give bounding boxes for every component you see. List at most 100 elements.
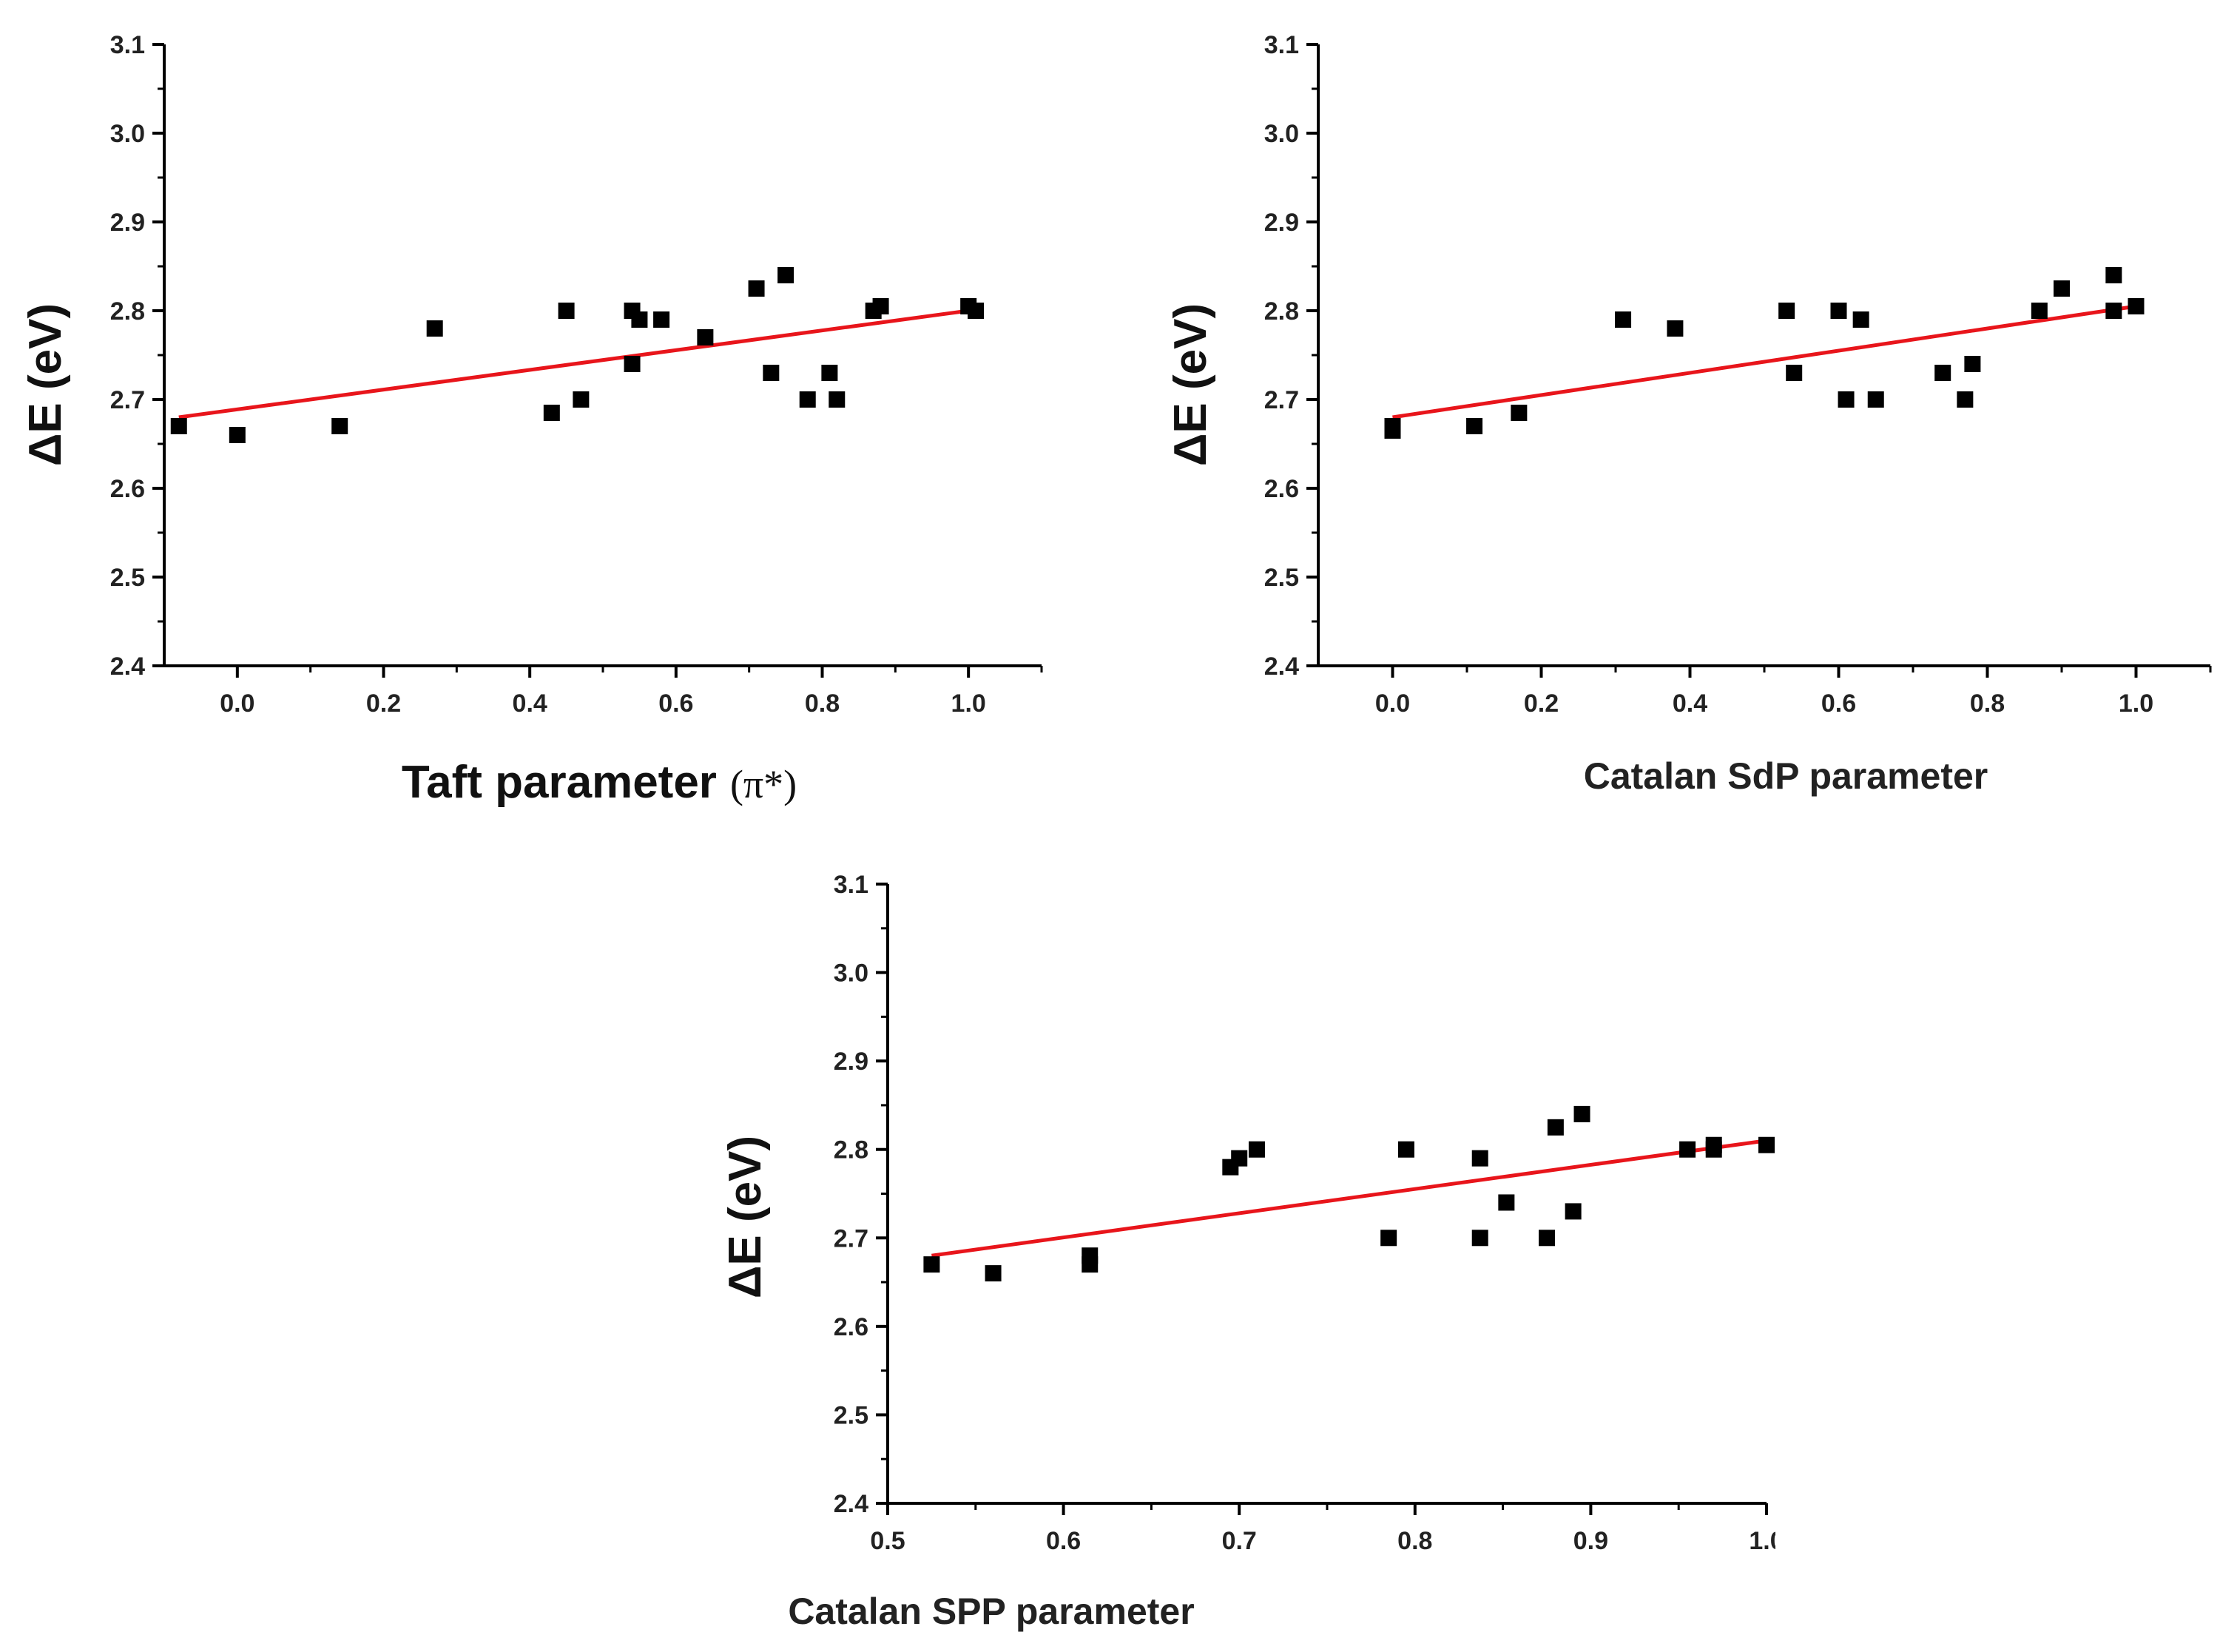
data-point: [229, 427, 246, 443]
x-tick-label: 0.0: [220, 690, 254, 718]
x-tick-label: 0.6: [658, 690, 693, 718]
data-point: [1830, 303, 1847, 319]
data-point: [631, 311, 648, 328]
data-point: [1852, 311, 1869, 328]
y-tick-label: 2.5: [834, 1401, 868, 1429]
y-axis-label: ΔE (eV): [1165, 303, 1216, 466]
x-axis-label: Catalan SdP parameter: [1584, 755, 1988, 797]
fit-line-group: [1392, 304, 2136, 419]
data-point: [1511, 405, 1528, 421]
data-point: [1867, 391, 1884, 408]
x-tick-label: 1.0: [1749, 1527, 1775, 1555]
data-point: [1082, 1247, 1099, 1264]
data-point: [2054, 280, 2070, 297]
data-point: [1384, 418, 1401, 434]
data-point: [2105, 267, 2122, 283]
y-tick-label: 2.7: [1264, 386, 1299, 414]
y-tick-label: 2.9: [1264, 209, 1299, 237]
x-tick-label: 0.4: [1673, 690, 1707, 718]
y-tick-label: 2.8: [834, 1136, 868, 1164]
y-tick-label: 2.7: [110, 386, 145, 414]
data-point: [777, 267, 794, 283]
data-point: [1380, 1230, 1397, 1247]
y-tick-label: 3.1: [110, 31, 145, 59]
data-point: [1498, 1194, 1515, 1211]
x-tick-label: 0.6: [1821, 690, 1856, 718]
axes: 2.4 2.5 2.6 2.7 2.8 2.9 3.0 3.1 0.0 0.2 0.4 0.6 0.8 1…: [110, 31, 1043, 718]
data-point: [170, 418, 187, 434]
y-tick-label: 2.5: [110, 564, 145, 592]
data-point: [426, 320, 443, 337]
data-point: [799, 391, 816, 408]
y-tick-label: 3.0: [110, 120, 145, 148]
data-point: [1705, 1136, 1722, 1153]
data-point: [1786, 365, 1803, 381]
y-tick-label: 3.0: [1264, 120, 1299, 148]
data-point: [1964, 356, 1981, 372]
y-tick-label: 2.6: [1264, 475, 1299, 503]
y-tick-label: 2.8: [1264, 297, 1299, 326]
x-tick-label: 0.8: [1397, 1527, 1432, 1555]
x-tick-label: 0.2: [1524, 690, 1559, 718]
chart-taft: 2.4 2.5 2.6 2.7 2.8 2.9 3.0 3.1 0.0 0.2 0.4 0.6 0.8 1…: [0, 0, 1110, 836]
data-point: [1667, 320, 1684, 337]
data-point: [1231, 1150, 1248, 1167]
y-tick-label: 3.1: [1264, 31, 1299, 59]
y-tick-label: 2.6: [834, 1313, 868, 1341]
data-point: [1615, 311, 1632, 328]
data-point: [829, 391, 846, 408]
chart-taft-svg: 2.4 2.5 2.6 2.7 2.8 2.9 3.0 3.1 0.0 0.2 0.4 0.6 0.8 1…: [20, 31, 1043, 808]
x-tick-label: 0.6: [1046, 1527, 1081, 1555]
x-tick-label: 0.4: [513, 690, 547, 718]
x-tick-label: 0.0: [1375, 690, 1410, 718]
chart-catalan-spp-svg: 2.4 2.5 2.6 2.7 2.8 2.9 3.0 3.1 0.5 0.6 0.7 0.8 0.9 1…: [720, 871, 1775, 1632]
fit-line: [1392, 304, 2136, 419]
y-axis-label: ΔE (eV): [20, 303, 71, 466]
data-point: [543, 405, 560, 421]
data-point: [1957, 391, 1974, 408]
axes: 2.4 2.5 2.6 2.7 2.8 2.9 3.0 3.1 0.5 0.6 0.7 0.8 0.9 1…: [834, 871, 1775, 1555]
fit-line: [178, 309, 969, 419]
y-tick-label: 3.0: [834, 960, 868, 988]
y-tick-label: 2.9: [110, 209, 145, 237]
fit-line-group: [931, 1139, 1767, 1258]
data-point: [2105, 303, 2122, 319]
x-tick-label: 0.9: [1573, 1527, 1608, 1555]
x-tick-label: 1.0: [951, 690, 986, 718]
points-group: [1384, 267, 2145, 439]
data-point: [1466, 418, 1483, 434]
x-axis-label-main: Taft parameter: [402, 757, 717, 808]
x-tick-label: 0.8: [805, 690, 840, 718]
points-group: [170, 267, 985, 443]
data-point: [1934, 365, 1951, 381]
y-tick-label: 3.1: [834, 871, 868, 899]
x-axis-label: Taft parameter (π*): [402, 757, 797, 808]
points-group: [923, 1105, 1775, 1282]
x-tick-label: 0.8: [1970, 690, 2005, 718]
data-point: [1471, 1230, 1488, 1247]
data-point: [697, 329, 714, 345]
data-point: [624, 356, 641, 372]
chart-catalan-sdp-svg: 2.4 2.5 2.6 2.7 2.8 2.9 3.0 3.1 0.0 0.2 0.4 0.6 0.8 1…: [1165, 31, 2212, 797]
data-point: [968, 303, 985, 319]
data-point: [1547, 1119, 1564, 1136]
data-point: [1758, 1136, 1775, 1153]
axes: 2.4 2.5 2.6 2.7 2.8 2.9 3.0 3.1 0.0 0.2 0.4 0.6 0.8 1…: [1264, 31, 2212, 718]
x-tick-label: 0.7: [1222, 1527, 1257, 1555]
x-axis-label-suffix: (π*): [730, 762, 797, 806]
x-tick-label: 1.0: [2119, 690, 2153, 718]
data-point: [558, 303, 575, 319]
fit-line: [931, 1139, 1767, 1258]
y-tick-label: 2.9: [834, 1048, 868, 1076]
data-point: [2031, 303, 2048, 319]
data-point: [1778, 303, 1795, 319]
y-tick-label: 2.8: [110, 297, 145, 326]
x-axis-label: Catalan SPP parameter: [788, 1591, 1194, 1632]
data-point: [1539, 1230, 1555, 1247]
data-point: [1838, 391, 1855, 408]
y-tick-label: 2.6: [110, 475, 145, 503]
y-axis-label: ΔE (eV): [720, 1136, 771, 1298]
data-point: [1573, 1105, 1590, 1122]
y-tick-label: 2.4: [110, 653, 145, 681]
data-point: [1248, 1141, 1265, 1158]
